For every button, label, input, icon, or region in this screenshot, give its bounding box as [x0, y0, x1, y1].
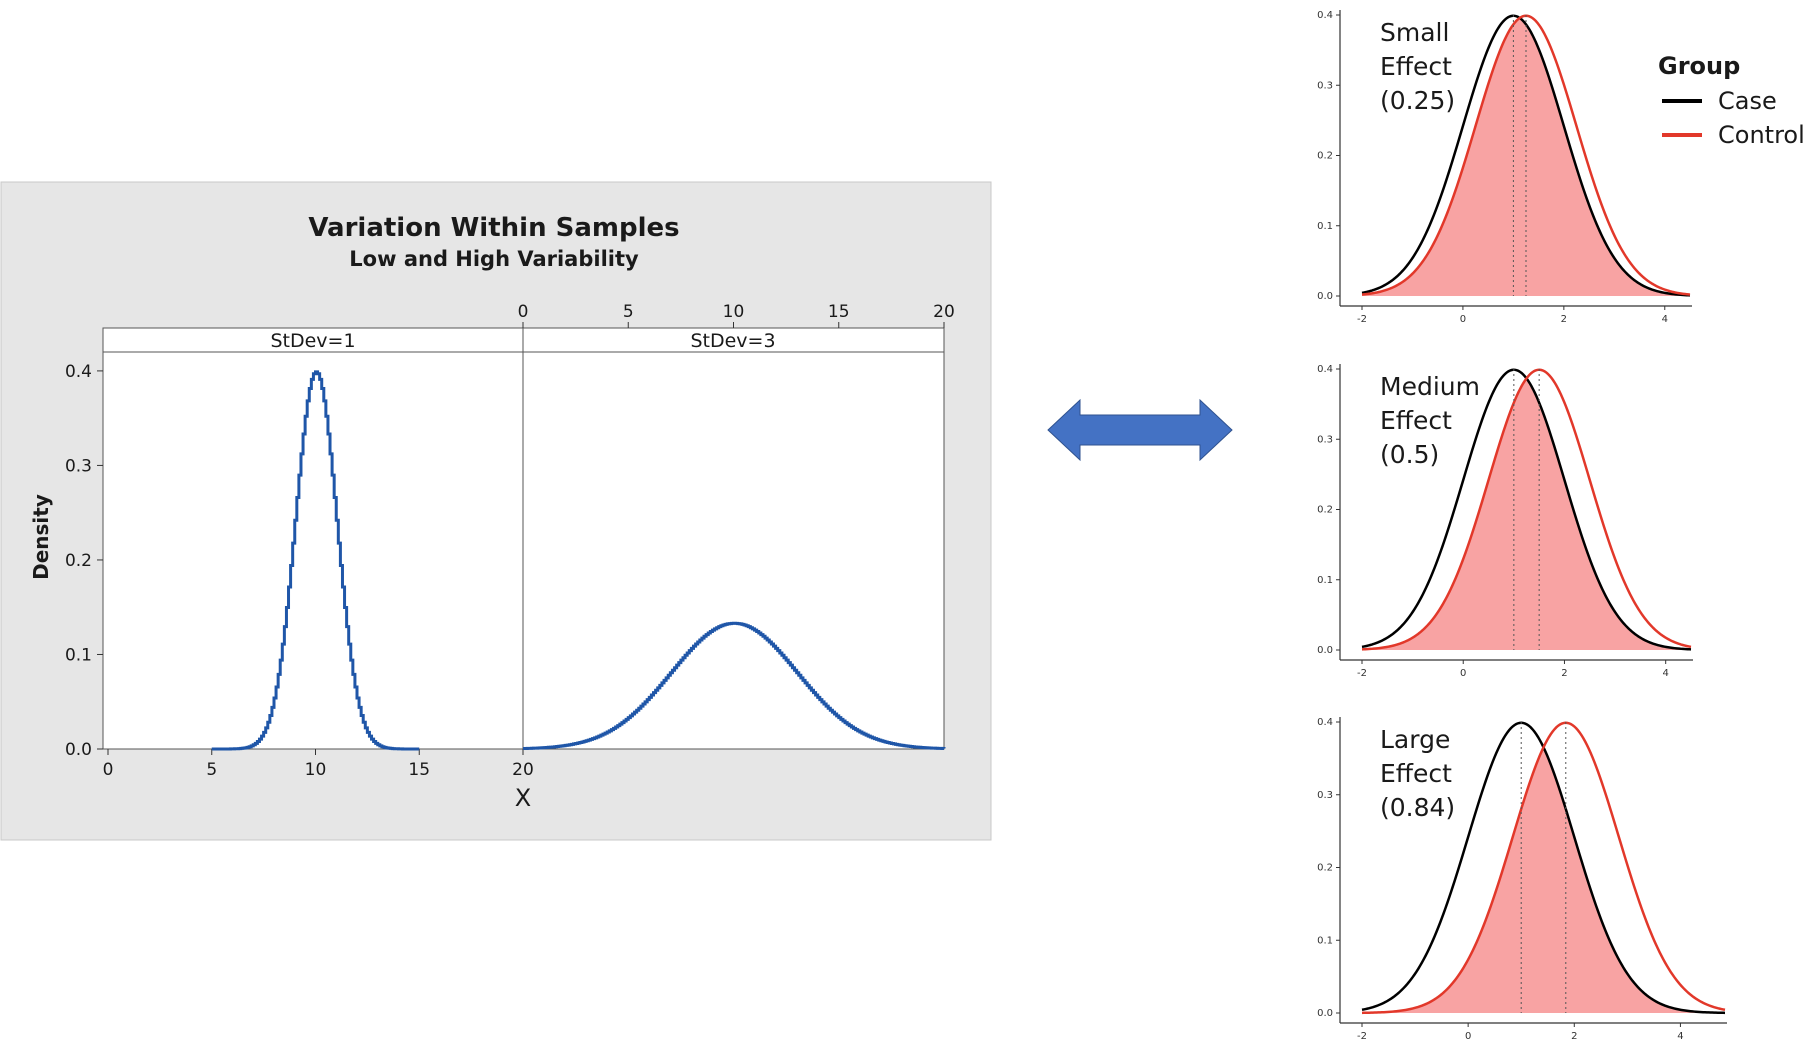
minitab-x-axis-bottom: 0 5 10 15 20	[103, 749, 534, 780]
x-tick-label: -2	[1357, 314, 1367, 325]
y-tick-label: 0.1	[65, 645, 92, 665]
panel-title: Variation Within Samples	[308, 213, 679, 243]
y-tick-label: 0.0	[1317, 645, 1333, 656]
x-tick-label: 20	[512, 760, 534, 780]
x-tick-label: 5	[206, 760, 217, 780]
x-tick-label: 4	[1663, 668, 1669, 679]
overlap-area	[1362, 378, 1691, 650]
density-curve-control	[1361, 721, 1726, 1015]
facet-left-header	[102, 327, 524, 353]
effect-label-line: Effect	[1380, 406, 1452, 435]
x-axis-label: X	[515, 784, 531, 812]
effect-label-line: (0.84)	[1380, 793, 1455, 822]
y-tick-label: 0.4	[65, 362, 92, 382]
y-tick-label: 0.3	[65, 456, 92, 476]
effect-label-line: Effect	[1380, 759, 1452, 788]
minitab-y-axis: 0.0 0.1 0.2 0.3 0.4	[65, 362, 103, 760]
minitab-curves	[211, 370, 946, 751]
panel-subtitle: Low and High Variability	[349, 247, 639, 271]
effect-label-line: (0.25)	[1380, 86, 1455, 115]
x-tick-label: -2	[1357, 1031, 1367, 1042]
x-tick-label: 0	[1460, 668, 1466, 679]
x-tick-label: 4	[1662, 314, 1668, 325]
x-tick-label: 4	[1677, 1031, 1683, 1042]
effect-size-panels: 0.00.10.20.30.4-2 0 2 4SmallEffect(0.25)0.0…	[1317, 10, 1727, 1042]
minitab-x-axis-top: 0 5 10 15 20	[518, 302, 955, 328]
x-tick-top-label: 20	[933, 302, 955, 322]
facet-left-label: StDev=1	[270, 330, 355, 352]
x-tick-label: 2	[1571, 1031, 1577, 1042]
minitab-panel: Variation Within Samples Low and High Va…	[0, 181, 992, 841]
x-tick-top-label: 5	[623, 302, 634, 322]
effect-panel-1: 0.0 0.1 0.2 0.3 0.4 -2 0 2 4 Small Effect (0.25)	[1317, 10, 1692, 325]
y-tick-label: 0.3	[1317, 80, 1333, 91]
legend-label-control: Control	[1718, 121, 1805, 149]
facet-right-label: StDev=3	[690, 330, 775, 352]
y-tick-label: 0.3	[1317, 434, 1333, 445]
facet-left-plot-area	[102, 351, 524, 750]
x-tick-label: -2	[1357, 668, 1367, 679]
x-tick-top-label: 10	[723, 302, 745, 322]
y-tick-label: 0.4	[1317, 717, 1333, 728]
effect-label-line: Large	[1380, 725, 1450, 754]
y-tick-label: 0.2	[1317, 863, 1333, 874]
double-headed-arrow-icon	[1047, 398, 1233, 462]
x-tick-top-label: 0	[518, 302, 529, 322]
effect-label-line: Small	[1380, 18, 1449, 47]
y-tick-label: 0.0	[1317, 1008, 1333, 1019]
x-tick-label: 0	[1465, 1031, 1471, 1042]
density-curve-stdev-1	[211, 370, 420, 751]
y-tick-label: 0.2	[1317, 151, 1333, 162]
effect-panel-3: 0.0 0.1 0.2 0.3 0.4 -2 0 2 4 Large Effect (0.84)	[1317, 717, 1727, 1042]
x-tick-label: 0	[1460, 314, 1466, 325]
effect-label-line: Effect	[1380, 52, 1452, 81]
effect-label-line: (0.5)	[1380, 440, 1439, 469]
x-tick-label: 2	[1561, 314, 1567, 325]
overlap-area	[1362, 18, 1690, 296]
x-tick-label: 10	[305, 760, 327, 780]
effect-label-line: Medium	[1380, 372, 1480, 401]
density-curve-control	[1361, 368, 1692, 651]
y-tick-label: 0.1	[1317, 935, 1333, 946]
y-axis-label: Density	[29, 494, 53, 580]
y-tick-label: 0.1	[1317, 221, 1333, 232]
x-tick-label: 2	[1561, 668, 1567, 679]
facet-right-plot-area	[522, 351, 945, 750]
density-curve-case	[1361, 14, 1691, 297]
y-tick-label: 0.2	[1317, 505, 1333, 516]
y-tick-label: 0.3	[1317, 790, 1333, 801]
y-tick-label: 0.1	[1317, 575, 1333, 586]
y-tick-label: 0.0	[65, 740, 92, 760]
x-tick-label: 0	[103, 760, 114, 780]
overlap-area	[1362, 747, 1725, 1013]
x-tick-top-label: 15	[828, 302, 850, 322]
legend-title: Group	[1658, 52, 1740, 80]
legend: Group Case Control	[1658, 52, 1805, 149]
legend-label-case: Case	[1718, 87, 1777, 115]
y-tick-label: 0.4	[1317, 364, 1333, 375]
y-tick-label: 0.0	[1317, 291, 1333, 302]
density-curve-stdev-3	[523, 621, 946, 751]
y-tick-label: 0.4	[1317, 10, 1333, 21]
y-tick-label: 0.2	[65, 551, 92, 571]
effect-panel-2: 0.0 0.1 0.2 0.3 0.4 -2 0 2 4 Medium Effect (0.5)	[1317, 364, 1693, 679]
x-tick-label: 15	[408, 760, 430, 780]
